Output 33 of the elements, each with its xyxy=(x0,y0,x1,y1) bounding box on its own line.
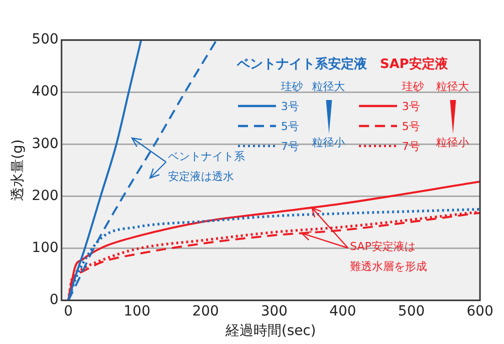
y-tick-label: 300 xyxy=(32,136,59,152)
annotation: SAP安定液は xyxy=(350,240,416,254)
y-axis-title: 透水量(g) xyxy=(10,139,26,202)
y-tick-label: 200 xyxy=(32,188,59,204)
legend-label: 7号 xyxy=(281,138,299,154)
annotation: ベントナイト系安定液 xyxy=(237,57,367,72)
annotation: 粒径小 xyxy=(312,136,345,150)
x-tick-label: 400 xyxy=(329,303,356,320)
annotation: 難透水層を形成 xyxy=(350,260,427,274)
annotation: 粒径大 xyxy=(312,80,345,94)
x-axis-title: 経過時間(sec) xyxy=(224,323,316,340)
x-tick-label: 500 xyxy=(398,303,425,320)
annotation: ベントナイト系 xyxy=(168,150,245,164)
y-tick-label: 500 xyxy=(32,32,59,48)
legend-label: 3号 xyxy=(402,98,420,114)
x-tick-label: 300 xyxy=(260,303,288,320)
annotation: SAP安定液 xyxy=(380,57,448,72)
legend-label: 7号 xyxy=(402,138,420,154)
annotation: 粒径小 xyxy=(436,136,469,150)
annotation: 珪砂 xyxy=(402,80,424,94)
x-tick-label: 200 xyxy=(192,303,219,320)
x-tick-label: 600 xyxy=(466,303,494,320)
legend-label: 5号 xyxy=(281,118,299,134)
legend-label: 3号 xyxy=(281,98,299,114)
y-tick-label: 400 xyxy=(32,84,59,100)
annotation: 安定液は透水 xyxy=(168,170,234,184)
y-tick-label: 0 xyxy=(50,292,59,308)
x-tick-label: 100 xyxy=(124,303,150,320)
annotation: 珪砂 xyxy=(281,80,303,94)
x-tick-label: 0 xyxy=(64,303,73,320)
annotation: 粒径大 xyxy=(436,80,469,94)
y-tick-label: 100 xyxy=(32,240,59,256)
legend-label: 5号 xyxy=(402,118,420,134)
